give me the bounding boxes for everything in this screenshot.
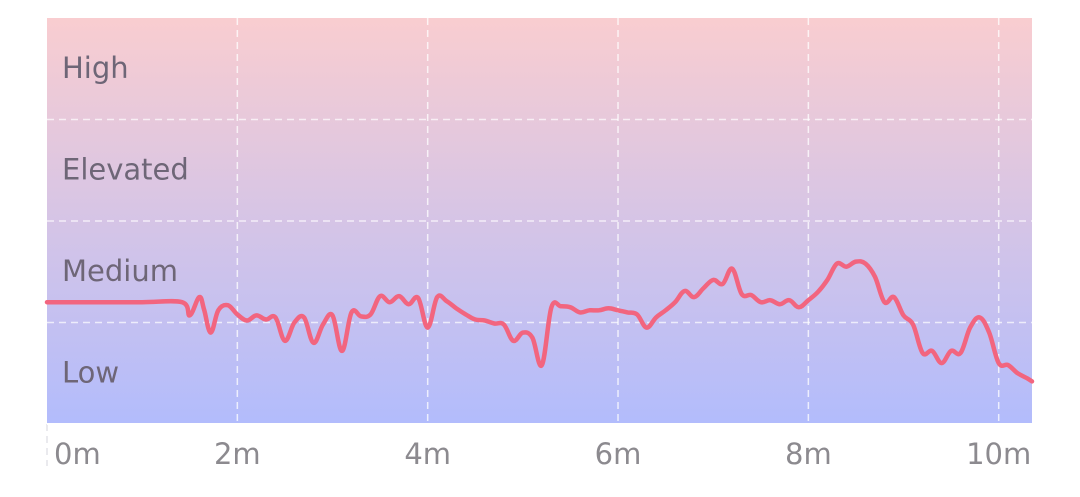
- x-tick-label: 10m: [966, 437, 1031, 471]
- x-tick-label: 8m: [785, 437, 832, 471]
- band-label-low: Low: [62, 356, 119, 390]
- x-tick-label: 4m: [404, 437, 451, 471]
- grid-lines: [46, 18, 1032, 466]
- stress-line: [44, 259, 1035, 384]
- band-label-elevated: Elevated: [62, 153, 189, 187]
- band-label-high: High: [62, 51, 129, 85]
- x-tick-label: 2m: [214, 437, 261, 471]
- x-axis-ticks: 0m 2m 4m 6m 8m 10m: [54, 437, 1031, 471]
- band-labels: Low Medium Elevated High: [62, 51, 189, 390]
- x-tick-label: 6m: [595, 437, 642, 471]
- band-label-medium: Medium: [62, 254, 178, 288]
- x-tick-label: 0m: [54, 437, 101, 471]
